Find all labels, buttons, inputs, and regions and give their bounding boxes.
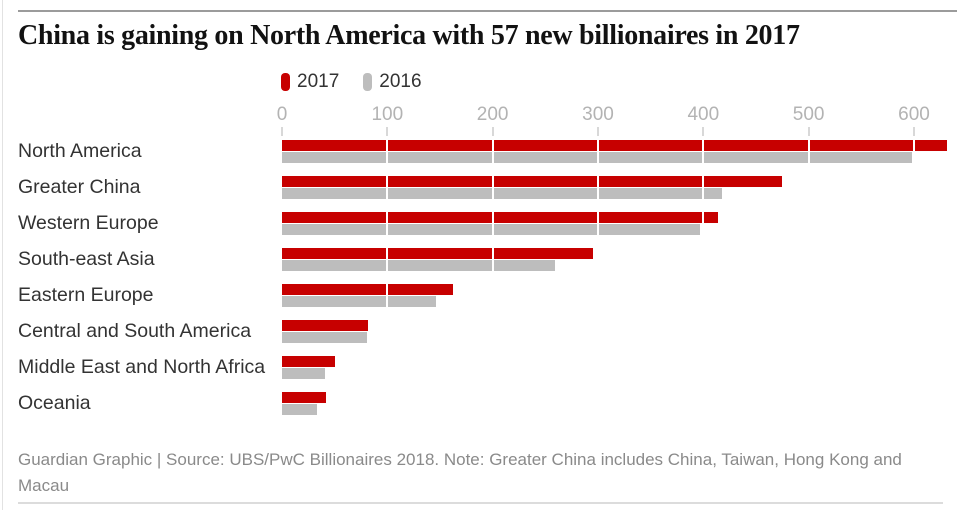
gridline [807, 138, 810, 418]
bar-2017 [282, 248, 593, 259]
bar-2017 [282, 356, 335, 367]
category-label: Central and South America [18, 320, 252, 342]
axis-tick-label: 100 [371, 104, 404, 125]
category-label: South-east Asia [18, 248, 155, 270]
axis-tick-label: 600 [898, 104, 930, 125]
bar-2016 [282, 296, 436, 307]
legend-label: 2016 [379, 71, 422, 92]
legend-swatch-icon [363, 73, 373, 91]
bar-2016 [282, 368, 326, 379]
legend-item-2016: 2016 [363, 71, 422, 93]
bar-2016 [282, 152, 912, 163]
axis-tick [807, 127, 810, 136]
bar-2016 [282, 404, 317, 415]
bar-2017 [282, 176, 783, 187]
chart-title: China is gaining on North America with 5… [18, 20, 800, 51]
bar-2017 [282, 284, 453, 295]
bar-2016 [282, 260, 555, 271]
bar-2017 [282, 320, 369, 331]
legend-item-2017: 2017 [281, 71, 339, 93]
category-label: Middle East and North Africa [18, 356, 266, 378]
gridline [386, 138, 389, 418]
axis-tick-label: 0 [276, 104, 288, 125]
bar-2017 [282, 212, 719, 223]
axis-tick [913, 127, 915, 136]
axis-tick-label: 400 [687, 104, 720, 125]
axis-tick [491, 127, 494, 136]
axis-tick [281, 127, 283, 136]
bar-2016 [282, 188, 723, 199]
axis-tick-label: 500 [792, 104, 825, 125]
legend-swatch-icon [281, 73, 290, 91]
category-label: Oceania [18, 392, 91, 414]
axis-tick-label: 200 [476, 104, 509, 125]
bar-2017 [282, 392, 327, 403]
category-label: Greater China [18, 176, 141, 198]
gridline [913, 138, 915, 418]
bar-2016 [282, 224, 701, 235]
category-label: Eastern Europe [18, 284, 154, 306]
gridline [597, 138, 599, 418]
category-label: North America [18, 140, 142, 162]
axis-tick [597, 127, 599, 136]
gridline [702, 138, 705, 418]
legend-label: 2017 [297, 71, 340, 92]
bar-2017 [282, 140, 947, 151]
axis-tick-label: 300 [582, 104, 614, 125]
gridline [491, 138, 494, 418]
category-label: Western Europe [18, 212, 159, 234]
axis-tick [386, 127, 389, 136]
axis-tick [702, 127, 705, 136]
bottom-rule [18, 502, 943, 504]
top-rule [18, 10, 957, 12]
bar-2016 [282, 332, 368, 343]
source-note: Guardian Graphic | Source: UBS/PwC Billi… [18, 450, 902, 495]
left-edge-line [2, 0, 3, 510]
chart-legend: 2017 2016 [281, 71, 422, 93]
